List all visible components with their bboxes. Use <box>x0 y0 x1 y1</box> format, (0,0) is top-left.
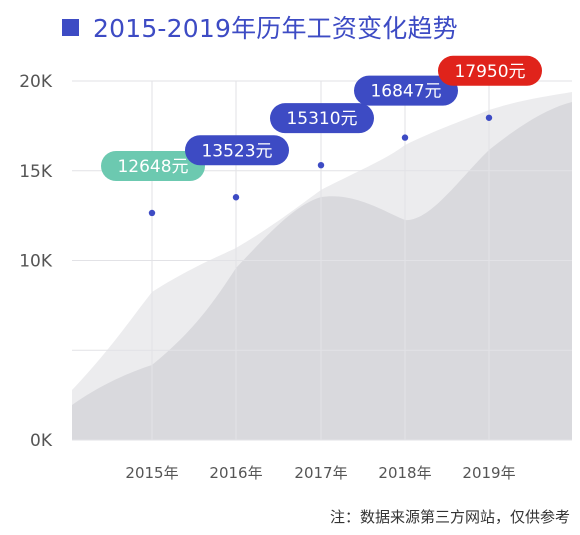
value-badge <box>270 103 374 134</box>
source-note: 注：数据来源第三方网站，仅供参考 <box>329 508 570 526</box>
data-point <box>485 114 493 121</box>
x-tick-label: 2018年 <box>378 464 431 482</box>
value-label: 17950元 <box>454 62 525 82</box>
value-label: 13523元 <box>201 141 272 161</box>
chart-title: 2015-2019年历年工资变化趋势 <box>62 10 458 44</box>
value-badge <box>101 150 205 181</box>
value-label: 15310元 <box>286 109 357 129</box>
value-label: 16847元 <box>370 82 441 102</box>
value-label: 12648元 <box>117 157 188 177</box>
value-badge <box>438 55 542 86</box>
y-tick-label: 10K <box>19 252 53 272</box>
data-point <box>401 134 409 141</box>
data-point <box>232 194 240 201</box>
area-front <box>72 102 572 440</box>
chart-title-text: 2015-2019年历年工资变化趋势 <box>93 14 458 43</box>
x-tick-label: 2015年 <box>125 464 178 482</box>
data-point <box>148 209 156 217</box>
y-tick-label: 20K <box>19 72 53 92</box>
x-tick-label: 2016年 <box>209 464 262 482</box>
title-square-icon <box>62 18 79 36</box>
x-tick-label: 2019年 <box>462 464 515 482</box>
value-badge <box>185 135 289 166</box>
value-badge <box>354 75 458 106</box>
y-tick-label: 0K <box>30 431 53 451</box>
data-point <box>317 161 325 169</box>
x-tick-label: 2017年 <box>294 464 347 482</box>
y-tick-label: 15K <box>19 162 53 182</box>
